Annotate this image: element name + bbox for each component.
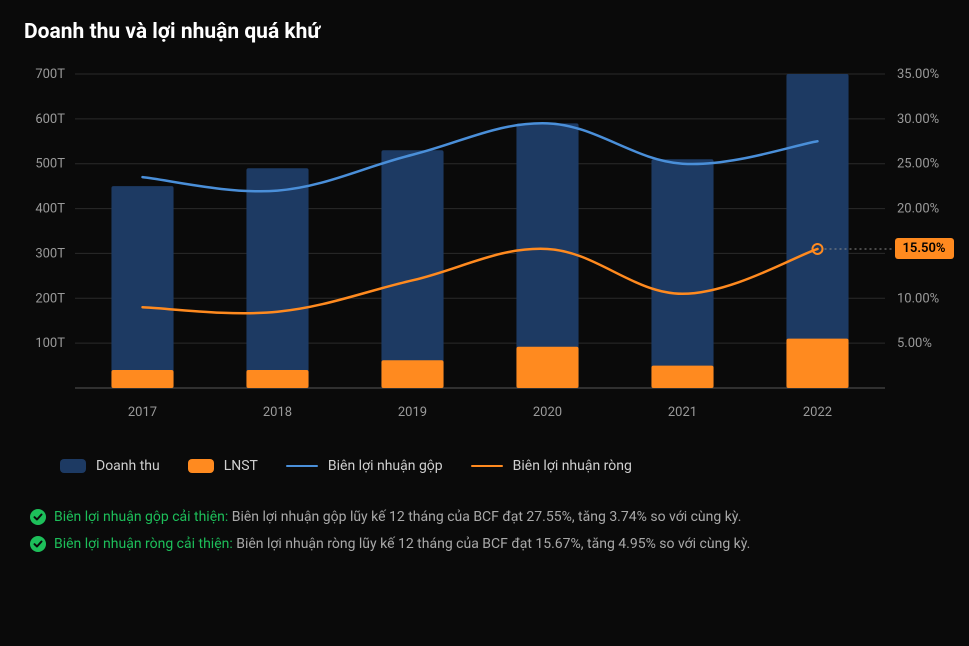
svg-text:35.00%: 35.00% <box>897 67 939 82</box>
check-circle-icon <box>30 509 46 525</box>
legend: Doanh thu LNST Biên lợi nhuận gộp Biên l… <box>24 458 945 474</box>
legend-item-bien-gop[interactable]: Biên lợi nhuận gộp <box>286 458 443 474</box>
svg-text:5.00%: 5.00% <box>897 336 932 351</box>
note-item: Biên lợi nhuận gộp cải thiện: Biên lợi n… <box>30 504 945 531</box>
note-rest: Biên lợi nhuận ròng lũy kế 12 tháng của … <box>233 536 751 552</box>
legend-label: Doanh thu <box>96 458 160 474</box>
svg-text:200T: 200T <box>35 291 65 306</box>
svg-text:700T: 700T <box>35 67 65 82</box>
legend-swatch <box>60 459 86 473</box>
legend-item-bien-rong[interactable]: Biên lợi nhuận ròng <box>471 458 632 474</box>
legend-label: LNST <box>224 458 258 474</box>
svg-text:25.00%: 25.00% <box>897 157 939 172</box>
svg-text:600T: 600T <box>35 112 65 127</box>
svg-text:400T: 400T <box>35 202 65 217</box>
svg-text:30.00%: 30.00% <box>897 112 939 127</box>
note-text: Biên lợi nhuận gộp cải thiện: Biên lợi n… <box>54 504 741 531</box>
legend-swatch <box>471 465 503 468</box>
svg-text:2019: 2019 <box>397 405 426 420</box>
note-text: Biên lợi nhuận ròng cải thiện: Biên lợi … <box>54 531 750 558</box>
svg-text:500T: 500T <box>35 157 65 172</box>
legend-item-lnst[interactable]: LNST <box>188 458 258 474</box>
legend-label: Biên lợi nhuận ròng <box>513 458 632 474</box>
check-circle-icon <box>30 536 46 552</box>
note-highlight: Biên lợi nhuận gộp cải thiện: <box>54 509 228 525</box>
combo-chart-svg: 100T200T300T400T500T600T700T5.00%10.00%1… <box>25 64 945 434</box>
svg-text:2017: 2017 <box>127 405 156 420</box>
note-highlight: Biên lợi nhuận ròng cải thiện: <box>54 536 233 552</box>
svg-text:2020: 2020 <box>532 405 561 420</box>
legend-swatch <box>188 459 214 473</box>
svg-text:100T: 100T <box>35 336 65 351</box>
annotation-badge: 15.50% <box>895 238 954 259</box>
legend-label: Biên lợi nhuận gộp <box>328 458 443 474</box>
chart-area: 100T200T300T400T500T600T700T5.00%10.00%1… <box>25 64 945 434</box>
svg-text:2018: 2018 <box>262 405 291 420</box>
svg-text:300T: 300T <box>35 246 65 261</box>
chart-title: Doanh thu và lợi nhuận quá khứ <box>24 20 945 44</box>
legend-swatch <box>286 465 318 468</box>
note-rest: Biên lợi nhuận gộp lũy kế 12 tháng của B… <box>228 509 741 525</box>
legend-item-doanh-thu[interactable]: Doanh thu <box>60 458 160 474</box>
svg-text:2021: 2021 <box>667 405 696 420</box>
svg-text:10.00%: 10.00% <box>897 291 939 306</box>
note-item: Biên lợi nhuận ròng cải thiện: Biên lợi … <box>30 531 945 558</box>
svg-text:20.00%: 20.00% <box>897 202 939 217</box>
notes-section: Biên lợi nhuận gộp cải thiện: Biên lợi n… <box>24 504 945 557</box>
svg-text:2022: 2022 <box>802 405 831 420</box>
